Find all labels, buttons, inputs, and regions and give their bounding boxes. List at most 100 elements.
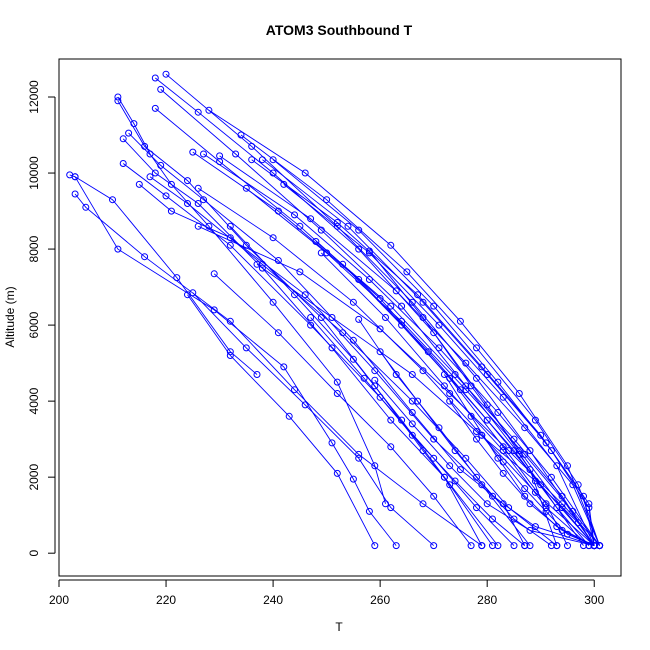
data-point xyxy=(114,93,122,101)
data-point xyxy=(194,184,202,192)
data-point xyxy=(414,291,422,299)
data-point xyxy=(82,203,90,211)
data-point xyxy=(387,241,395,249)
data-point xyxy=(296,222,304,230)
data-point xyxy=(424,348,432,356)
x-tick-label: 220 xyxy=(156,593,176,607)
data-point xyxy=(371,542,379,550)
data-point xyxy=(355,450,363,458)
data-point xyxy=(521,492,529,500)
data-point xyxy=(574,519,582,527)
data-point xyxy=(456,466,464,474)
data-point xyxy=(521,542,529,550)
data-point xyxy=(446,374,454,382)
data-point xyxy=(462,359,470,367)
data-point xyxy=(580,492,587,500)
data-point xyxy=(473,435,480,443)
data-point xyxy=(360,374,368,382)
data-point xyxy=(162,70,170,78)
data-point xyxy=(521,485,529,493)
data-point xyxy=(505,447,513,455)
data-point xyxy=(596,542,604,550)
data-point xyxy=(580,542,587,550)
data-point xyxy=(526,526,534,534)
data-point xyxy=(494,378,502,386)
data-point xyxy=(130,120,138,128)
data-point xyxy=(301,169,309,177)
data-point xyxy=(547,473,555,481)
series-line-3 xyxy=(74,193,483,546)
data-point xyxy=(435,344,443,352)
data-point xyxy=(226,348,234,356)
y-tick-label: 8000 xyxy=(27,235,41,262)
data-point xyxy=(542,507,550,515)
series-line-15 xyxy=(192,151,595,546)
data-point xyxy=(355,276,363,283)
data-point xyxy=(483,401,491,409)
series-line-17 xyxy=(198,225,600,546)
data-point xyxy=(125,129,133,137)
data-point xyxy=(392,542,400,550)
data-point xyxy=(564,530,571,538)
data-point xyxy=(382,500,389,508)
data-point xyxy=(242,344,250,352)
data-point xyxy=(274,257,282,264)
data-point xyxy=(569,507,577,515)
data-point xyxy=(440,382,448,390)
data-point xyxy=(200,196,207,204)
series-line-34 xyxy=(213,273,472,546)
x-tick-label: 300 xyxy=(584,593,604,607)
data-point xyxy=(371,376,379,384)
data-point xyxy=(419,500,427,508)
data-point xyxy=(430,435,438,443)
data-point xyxy=(542,439,550,447)
data-point xyxy=(184,177,191,185)
data-point xyxy=(387,504,395,512)
series-lines xyxy=(69,73,601,547)
data-point xyxy=(242,184,250,192)
series-line-18 xyxy=(203,153,600,546)
data-point xyxy=(382,314,389,321)
series-line-24 xyxy=(272,159,595,546)
data-point xyxy=(446,390,454,397)
data-point xyxy=(451,447,459,455)
data-point xyxy=(167,207,175,215)
data-point xyxy=(590,542,598,550)
data-point xyxy=(280,180,288,188)
data-point xyxy=(387,443,395,451)
data-point xyxy=(226,317,234,325)
data-point xyxy=(451,371,459,378)
data-point xyxy=(408,298,416,306)
data-point xyxy=(515,447,523,455)
data-point xyxy=(146,150,154,158)
y-tick-label: 2000 xyxy=(27,464,41,491)
data-point xyxy=(333,469,341,477)
data-point xyxy=(317,226,325,234)
series-line-6 xyxy=(122,138,499,546)
data-point xyxy=(499,500,507,508)
x-tick-label: 260 xyxy=(370,593,390,607)
data-point xyxy=(430,329,438,337)
data-point xyxy=(515,450,523,458)
data-point xyxy=(521,450,529,458)
data-point xyxy=(483,371,491,378)
data-point xyxy=(226,222,234,230)
y-tick-label: 6000 xyxy=(27,311,41,338)
data-point xyxy=(483,416,491,424)
data-point xyxy=(564,462,571,470)
data-point xyxy=(526,500,534,508)
data-point xyxy=(323,249,331,257)
data-point xyxy=(114,97,122,105)
data-point xyxy=(189,148,197,156)
x-tick-label: 240 xyxy=(263,593,283,607)
data-point xyxy=(205,106,213,114)
data-point xyxy=(435,424,443,432)
data-point xyxy=(435,321,443,329)
series-line-10 xyxy=(149,176,558,546)
data-point xyxy=(280,363,288,371)
data-point xyxy=(537,431,545,439)
data-point xyxy=(456,386,464,394)
data-point xyxy=(419,367,427,375)
data-point xyxy=(510,447,518,455)
data-point xyxy=(467,382,475,390)
